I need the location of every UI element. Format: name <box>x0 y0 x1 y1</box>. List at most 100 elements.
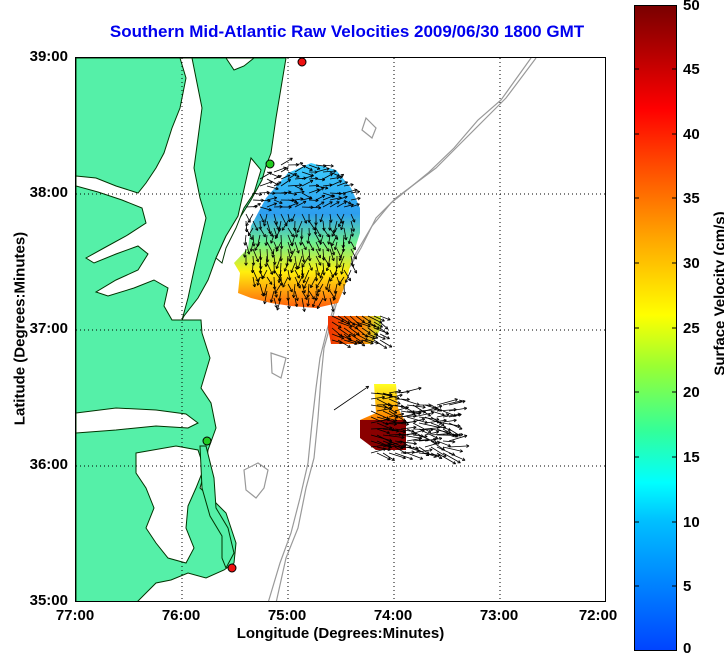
velocity-arrow-head <box>384 345 388 349</box>
velocity-arrow-head <box>330 164 334 167</box>
velocity-arrow-head <box>307 303 310 307</box>
velocity-arrow-head <box>319 218 321 223</box>
station-marker-green <box>202 436 212 446</box>
velocity-arrow <box>361 339 374 344</box>
velocity-arrow-head <box>416 404 420 406</box>
velocity-arrow-head <box>320 275 323 279</box>
velocity-arrow <box>376 440 392 448</box>
velocity-arrow-head <box>398 432 402 435</box>
velocity-arrow-head <box>352 247 356 251</box>
velocity-arrow-head <box>290 259 293 263</box>
velocity-arrow <box>394 452 413 460</box>
velocity-arrow <box>301 283 306 294</box>
velocity-arrow-head <box>410 456 413 460</box>
velocity-arrow <box>424 431 439 436</box>
velocity-arrow <box>376 452 391 460</box>
velocity-arrow-head <box>411 429 415 432</box>
velocity-arrow-head <box>289 218 291 223</box>
velocity-arrow-head <box>341 244 344 249</box>
velocity-arrow <box>406 429 425 436</box>
velocity-arrow <box>266 185 279 190</box>
velocity-arrow-head <box>296 276 300 279</box>
velocity-arrow <box>370 440 392 448</box>
velocity-arrow <box>275 241 282 252</box>
velocity-arrow-head <box>344 195 348 197</box>
velocity-arrow-head <box>345 181 348 185</box>
velocity-arrow <box>294 269 300 279</box>
velocity-arrow-head <box>298 250 300 254</box>
velocity-arrow-head <box>356 190 360 192</box>
velocity-arrow <box>343 184 354 187</box>
velocity-arrow-head <box>398 401 401 405</box>
velocity-arrow-head <box>357 323 360 327</box>
velocity-arrow-head <box>460 434 464 437</box>
velocity-arrow-head <box>293 295 296 298</box>
velocity-arrow-head <box>387 317 391 321</box>
velocity-arrow-head <box>297 286 301 289</box>
velocity-arrow <box>394 415 417 418</box>
velocity-arrow <box>266 276 273 285</box>
velocity-arrow-head <box>322 201 325 205</box>
velocity-arrow-head <box>448 443 451 447</box>
velocity-arrow-head <box>277 228 280 232</box>
velocity-arrow-head <box>318 205 322 209</box>
velocity-arrow <box>345 269 352 283</box>
velocity-arrow <box>400 426 417 430</box>
velocity-arrow-head <box>312 304 316 308</box>
velocity-arrow <box>252 269 259 282</box>
velocity-arrow <box>355 339 366 347</box>
velocity-arrow <box>382 404 398 414</box>
velocity-arrow-head <box>383 336 386 340</box>
velocity-arrow <box>349 315 363 328</box>
velocity-arrow-head <box>353 228 355 232</box>
velocity-arrow-head <box>281 228 285 231</box>
velocity-arrow <box>436 452 456 465</box>
velocity-arrow-head <box>435 435 438 439</box>
velocity-arrow-head <box>455 398 458 402</box>
velocity-arrow <box>319 269 324 279</box>
velocity-arrow <box>294 165 306 173</box>
velocity-arrow <box>287 283 293 293</box>
velocity-arrow <box>308 262 313 271</box>
velocity-arrow <box>373 315 385 322</box>
velocity-arrow-head <box>437 442 441 446</box>
velocity-arrow <box>252 234 255 247</box>
velocity-arrow <box>301 241 307 250</box>
velocity-arrow-head <box>269 299 272 303</box>
velocity-arrow-head <box>439 437 443 441</box>
velocity-arrow-head <box>274 261 277 265</box>
velocity-arrow-head <box>264 242 267 246</box>
chesapeake-bay <box>76 58 207 321</box>
velocity-arrow <box>296 220 303 233</box>
velocity-arrow-head <box>353 271 357 274</box>
velocity-arrow <box>315 269 317 282</box>
velocity-arrow-head <box>354 188 358 190</box>
velocity-arrow-head <box>267 200 271 203</box>
velocity-arrow <box>325 276 331 290</box>
y-tick-label: 35:00 <box>29 592 68 609</box>
velocity-arrow <box>336 181 348 187</box>
velocity-arrow <box>355 333 368 341</box>
velocity-arrow <box>273 199 283 204</box>
velocity-arrow-head <box>244 254 247 258</box>
velocity-arrow-head <box>339 325 342 329</box>
velocity-arrow <box>252 220 259 231</box>
velocity-arrow <box>264 290 268 305</box>
velocity-arrow-head <box>351 324 356 326</box>
velocity-arrow <box>273 241 278 250</box>
velocity-arrow <box>308 199 319 201</box>
velocity-arrow <box>303 269 310 283</box>
velocity-arrow <box>430 410 445 416</box>
velocity-arrow-head <box>369 319 372 323</box>
velocity-arrow-head <box>466 445 470 448</box>
velocity-arrow <box>294 191 305 194</box>
velocity-arrow-head <box>321 179 325 182</box>
velocity-arrow-head <box>276 249 280 252</box>
velocity-arrow-head <box>301 259 305 263</box>
velocity-arrow-head <box>452 439 456 443</box>
velocity-arrow-head <box>317 189 320 192</box>
velocity-arrow <box>294 198 304 201</box>
velocity-arrow-head <box>403 418 406 422</box>
velocity-arrow-head <box>303 286 307 289</box>
velocity-arrow <box>400 412 422 418</box>
